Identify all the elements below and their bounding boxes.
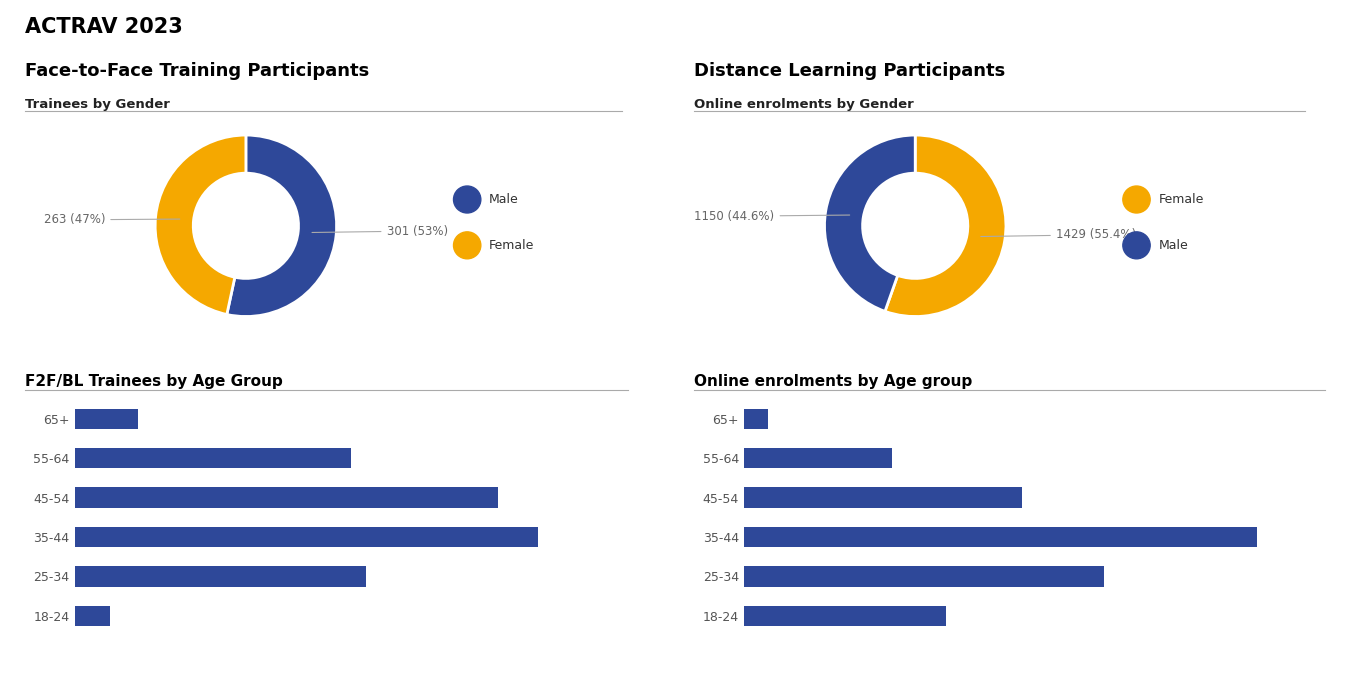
Bar xyxy=(744,487,1022,508)
Circle shape xyxy=(454,186,481,213)
Bar xyxy=(744,448,892,468)
Text: ACTRAV 2023: ACTRAV 2023 xyxy=(25,17,182,37)
Wedge shape xyxy=(825,135,915,311)
Wedge shape xyxy=(885,135,1005,317)
Bar xyxy=(75,487,497,508)
Bar xyxy=(75,566,366,586)
Text: 263 (47%): 263 (47%) xyxy=(44,213,180,226)
Text: Face-to-Face Training Participants: Face-to-Face Training Participants xyxy=(25,62,369,80)
Text: 1429 (55.4%): 1429 (55.4%) xyxy=(981,228,1137,241)
Text: Female: Female xyxy=(489,239,534,252)
Bar xyxy=(75,527,538,547)
Bar xyxy=(75,448,351,468)
Text: 1150 (44.6%): 1150 (44.6%) xyxy=(694,210,850,222)
Circle shape xyxy=(1123,186,1150,213)
Bar xyxy=(744,527,1257,547)
Circle shape xyxy=(1123,232,1150,259)
Text: Online enrolments by Age group: Online enrolments by Age group xyxy=(694,374,973,389)
Bar xyxy=(744,605,947,626)
Bar xyxy=(75,408,138,429)
Text: Distance Learning Participants: Distance Learning Participants xyxy=(694,62,1005,80)
Wedge shape xyxy=(227,135,336,317)
Text: F2F/BL Trainees by Age Group: F2F/BL Trainees by Age Group xyxy=(25,374,283,389)
Text: Online enrolments by Gender: Online enrolments by Gender xyxy=(694,98,914,111)
Text: Male: Male xyxy=(489,193,519,206)
Text: Trainees by Gender: Trainees by Gender xyxy=(25,98,169,111)
Bar xyxy=(744,408,769,429)
Bar xyxy=(75,605,109,626)
Text: 301 (53%): 301 (53%) xyxy=(311,224,448,237)
Text: Male: Male xyxy=(1158,239,1188,252)
Text: Female: Female xyxy=(1158,193,1203,206)
Bar xyxy=(744,566,1104,586)
Wedge shape xyxy=(156,135,246,315)
Circle shape xyxy=(454,232,481,259)
